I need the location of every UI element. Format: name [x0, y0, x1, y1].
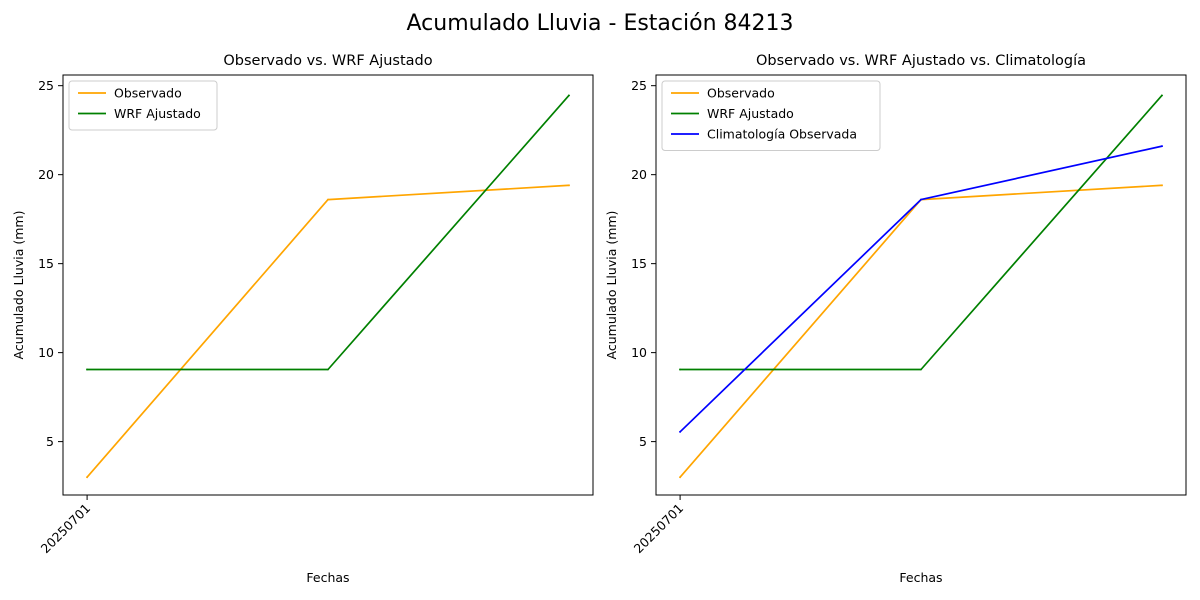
data-point: [1161, 145, 1163, 148]
y-tick-label: 15: [38, 256, 54, 271]
legend: Observado WRF Ajustado Climatología Observ…: [661, 80, 881, 151]
data-point: [1161, 184, 1163, 187]
legend-label: WRF Ajustado: [707, 106, 794, 121]
y-tick-label: 10: [631, 345, 647, 360]
chart-title: Observado vs. WRF Ajustado vs. Climatolo…: [756, 53, 1086, 69]
data-point: [568, 94, 570, 97]
y-axis-label: Acumulado Lluvia (mm): [604, 211, 619, 360]
y-tick-label: 5: [46, 434, 54, 449]
y-tick-label: 25: [38, 78, 54, 93]
chart-2: Observado vs. WRF Ajustado vs. Climatolo…: [604, 53, 1187, 585]
y-tick-label: 20: [631, 167, 647, 182]
data-point: [920, 198, 922, 201]
x-axis-label: Fechas: [899, 570, 942, 585]
legend: Observado WRF Ajustado: [68, 80, 218, 131]
data-point: [679, 430, 681, 433]
axes-frame: [655, 74, 1187, 496]
legend-label: Observado: [707, 86, 775, 101]
charts-container: Observado vs. WRF Ajustado51015202520250…: [11, 53, 1187, 585]
y-tick-label: 20: [38, 167, 54, 182]
y-tick-label: 25: [631, 78, 647, 93]
data-point: [327, 368, 329, 371]
y-axis-label: Acumulado Lluvia (mm): [11, 211, 26, 360]
data-point: [920, 368, 922, 371]
legend-label: WRF Ajustado: [114, 106, 201, 121]
legend-label: Observado: [114, 86, 182, 101]
data-point: [86, 476, 88, 479]
figure-title: Acumulado Lluvia - Estación 84213: [407, 11, 794, 36]
legend-frame: [661, 80, 881, 151]
data-point: [327, 198, 329, 201]
y-tick-label: 15: [631, 256, 647, 271]
data-point: [679, 476, 681, 479]
data-point: [568, 184, 570, 187]
legend-label: Climatología Observada: [707, 127, 857, 142]
data-point: [86, 368, 88, 371]
chart-title: Observado vs. WRF Ajustado: [223, 53, 432, 69]
data-point: [1161, 94, 1163, 97]
y-tick-label: 10: [38, 345, 54, 360]
axes-frame: [62, 74, 594, 496]
data-point: [679, 368, 681, 371]
x-axis-label: Fechas: [306, 570, 349, 585]
y-tick-label: 5: [639, 434, 647, 449]
